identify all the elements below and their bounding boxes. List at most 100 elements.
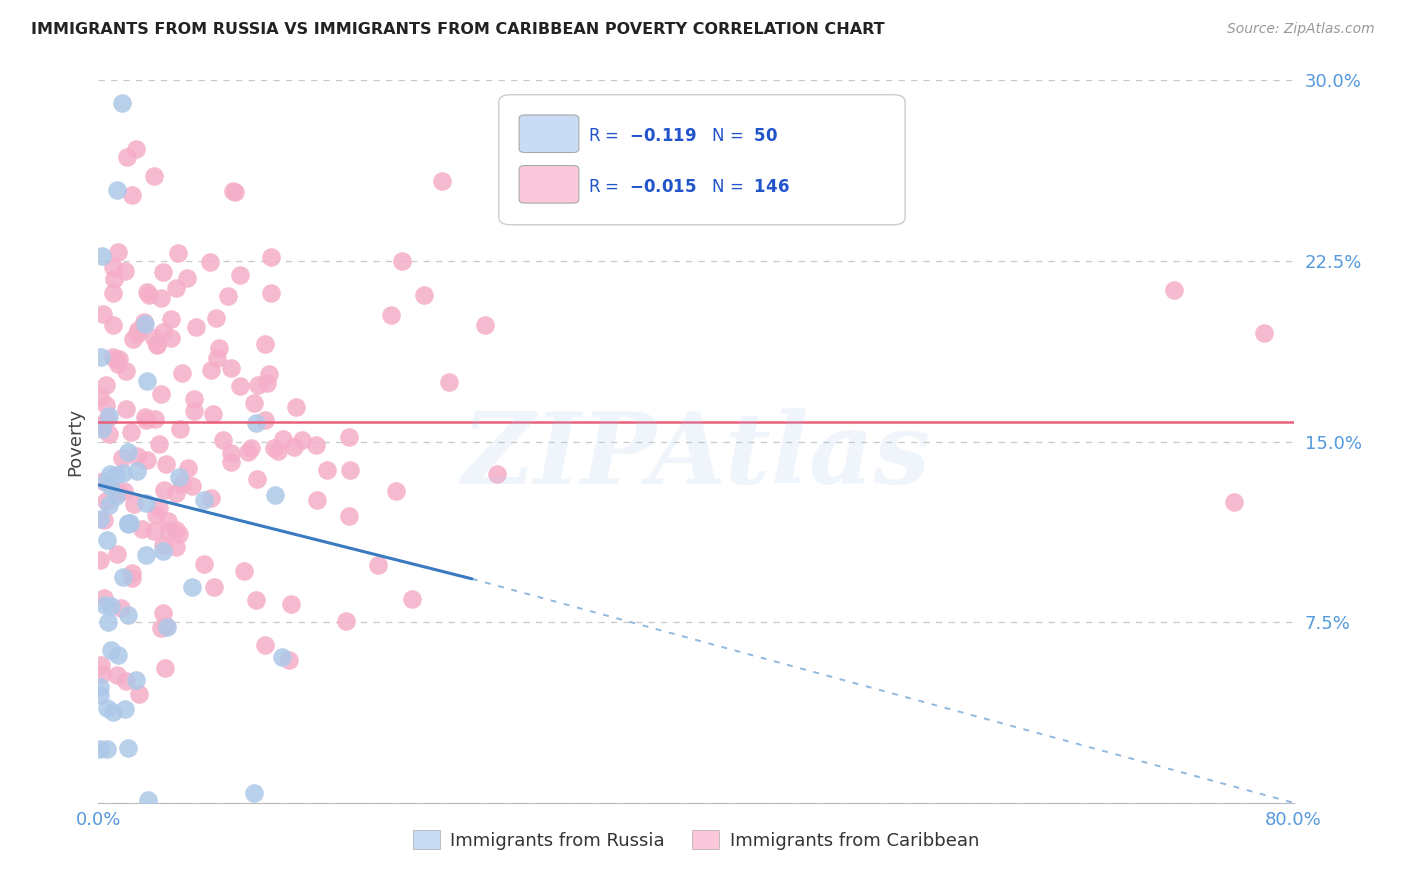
Point xyxy=(155,661,177,675)
Point xyxy=(117,741,139,756)
Point xyxy=(160,331,183,345)
Point xyxy=(263,488,285,502)
Point xyxy=(170,366,193,380)
Point xyxy=(97,615,120,629)
Point xyxy=(246,377,269,392)
Point xyxy=(156,620,179,634)
Point xyxy=(103,272,125,286)
Point xyxy=(136,374,159,388)
Point xyxy=(125,142,148,156)
Point xyxy=(138,287,160,301)
Point xyxy=(120,516,142,531)
Point xyxy=(125,450,148,464)
Point xyxy=(257,368,280,382)
Point xyxy=(200,491,222,506)
Point xyxy=(245,593,267,607)
Point xyxy=(152,264,174,278)
Point xyxy=(132,315,155,329)
Point xyxy=(94,598,117,612)
Point xyxy=(267,444,290,458)
Point xyxy=(120,425,142,440)
Point xyxy=(169,422,191,436)
Point xyxy=(100,599,122,614)
Point xyxy=(98,409,121,424)
Point xyxy=(339,463,361,477)
Point xyxy=(114,263,136,277)
Point xyxy=(152,544,174,558)
Point xyxy=(112,484,135,499)
Point xyxy=(145,412,167,426)
Point xyxy=(91,474,114,488)
Point xyxy=(412,288,434,302)
Point xyxy=(217,289,239,303)
Point xyxy=(89,390,111,404)
Point xyxy=(160,311,183,326)
Point xyxy=(207,351,229,365)
Point xyxy=(128,687,150,701)
Point xyxy=(183,392,205,406)
Point xyxy=(121,571,143,585)
Point xyxy=(155,457,177,471)
Point xyxy=(96,742,118,756)
Point xyxy=(115,150,138,164)
Point xyxy=(108,352,131,367)
Point xyxy=(222,184,245,198)
Point xyxy=(224,185,246,199)
Point xyxy=(1163,283,1185,297)
Point xyxy=(90,350,112,364)
Point xyxy=(263,441,285,455)
Point xyxy=(100,643,122,657)
Point xyxy=(152,606,174,620)
Point xyxy=(125,673,148,687)
Point xyxy=(117,444,139,458)
Point xyxy=(430,174,453,188)
Point xyxy=(181,478,204,492)
Point xyxy=(107,484,129,499)
Point xyxy=(134,410,156,425)
Point xyxy=(121,188,143,202)
Point xyxy=(97,498,120,512)
Point xyxy=(165,540,187,554)
Point xyxy=(200,255,222,269)
Point xyxy=(219,360,242,375)
Point xyxy=(98,479,121,493)
Point xyxy=(117,517,139,532)
FancyBboxPatch shape xyxy=(519,115,579,153)
Point xyxy=(122,497,145,511)
Point xyxy=(143,169,166,183)
Point xyxy=(305,438,328,452)
Point xyxy=(122,332,145,346)
Point xyxy=(101,286,124,301)
Point xyxy=(96,700,118,714)
Point xyxy=(240,441,263,455)
Point xyxy=(283,440,305,454)
Point xyxy=(105,547,128,561)
Point xyxy=(114,402,136,417)
Point xyxy=(152,325,174,339)
Point xyxy=(101,318,124,333)
Point xyxy=(110,601,132,615)
Point xyxy=(243,396,266,410)
Point xyxy=(186,320,208,334)
Point xyxy=(97,427,120,442)
Point xyxy=(153,483,176,498)
Point xyxy=(135,285,157,300)
Point xyxy=(149,291,172,305)
Point xyxy=(253,638,276,652)
Point xyxy=(169,527,191,541)
Legend: Immigrants from Russia, Immigrants from Caribbean: Immigrants from Russia, Immigrants from … xyxy=(404,822,988,859)
Point xyxy=(91,417,114,432)
Point xyxy=(156,515,179,529)
Text: ZIPAtlas: ZIPAtlas xyxy=(461,408,931,504)
Point xyxy=(401,592,423,607)
Point xyxy=(145,508,167,522)
Point xyxy=(232,564,254,578)
Point xyxy=(105,183,128,197)
Point xyxy=(167,246,190,260)
Point xyxy=(176,270,198,285)
Point xyxy=(165,485,187,500)
Point xyxy=(127,464,149,478)
FancyBboxPatch shape xyxy=(499,95,905,225)
Point xyxy=(96,475,118,489)
Point xyxy=(91,248,114,262)
